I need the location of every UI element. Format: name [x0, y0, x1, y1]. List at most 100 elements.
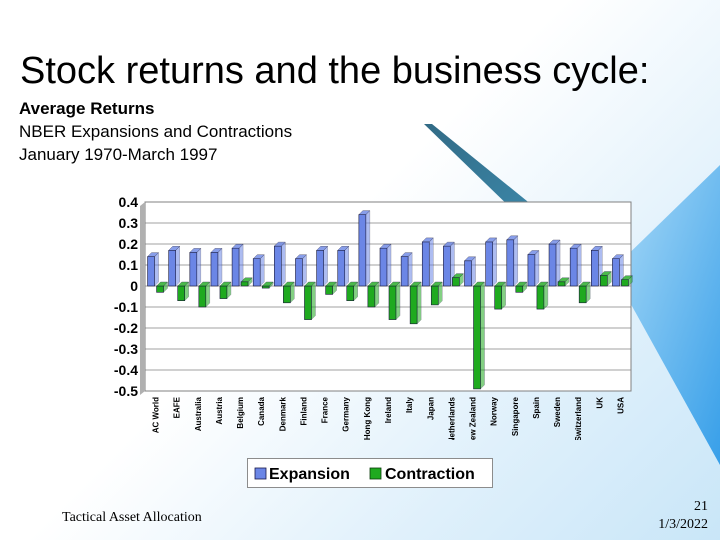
contraction-bar: [367, 285, 376, 308]
expansion-bar-top: [316, 246, 329, 251]
x-tick-label: Hong Kong: [363, 397, 372, 440]
contraction-bar-side: [416, 281, 422, 325]
contraction-bar: [346, 285, 355, 301]
contraction-bar-top: [261, 281, 274, 287]
chart-legend: Expansion Contraction: [247, 458, 493, 488]
contraction-bar: [283, 285, 291, 304]
expansion-bar-top: [527, 250, 540, 255]
slide-date: 1/3/2022: [658, 517, 708, 532]
expansion-bar-top: [485, 237, 498, 243]
subtitle-line-3: January 1970-March 1997: [19, 145, 218, 164]
x-tick-label: Sweden: [553, 397, 562, 427]
contraction-bar-top: [409, 281, 422, 287]
contraction-bar-top: [198, 281, 211, 287]
legend-label-expansion: Expansion: [269, 466, 350, 483]
x-tick-label: Denmark: [278, 396, 287, 431]
legend-swatch-contraction: [369, 467, 382, 480]
expansion-bar-top: [548, 239, 561, 245]
expansion-bar-side: [323, 245, 328, 287]
expansion-bar: [168, 249, 176, 287]
contraction-bar: [494, 285, 502, 310]
contraction-bar: [409, 285, 418, 325]
expansion-bar-top: [252, 254, 265, 259]
contraction-bar-side: [205, 281, 211, 308]
contraction-bar: [388, 285, 397, 320]
x-tick-label: Ireland: [384, 397, 393, 423]
expansion-bar: [485, 241, 493, 287]
contraction-bar: [240, 281, 249, 287]
page-number: 21: [694, 499, 708, 514]
expansion-bar-top: [442, 241, 455, 247]
slide-title: Stock returns and the business cycle:: [20, 50, 650, 92]
x-tick-label: UK: [595, 397, 604, 409]
contraction-bar-top: [430, 281, 443, 287]
legend-label-contraction: Contraction: [385, 466, 475, 483]
subtitle-line-2: NBER Expansions and Contractions: [19, 122, 293, 141]
contraction-bar-side: [501, 281, 506, 310]
y-tick-label: -0.2: [114, 320, 138, 336]
x-tick-label: Netherlands: [447, 396, 456, 440]
expansion-bar-side: [471, 256, 476, 287]
expansion-bar: [358, 214, 367, 287]
expansion-bar-top: [231, 244, 244, 249]
expansion-bar-side: [429, 237, 434, 287]
expansion-bar-top: [464, 256, 477, 262]
contraction-bar-top: [473, 281, 486, 287]
expansion-bar-side: [302, 254, 307, 287]
contraction-bar-top: [219, 281, 232, 287]
expansion-bar: [295, 258, 303, 287]
expansion-bar-top: [273, 241, 286, 247]
expansion-bar: [252, 258, 261, 287]
y-tick-label: 0: [130, 278, 138, 294]
x-tick-label: AC World: [152, 397, 161, 433]
x-tick-label: Austria: [215, 396, 224, 424]
contraction-bar: [198, 285, 207, 308]
x-tick-label: Switzerland: [574, 397, 583, 440]
expansion-bar-top: [590, 246, 603, 251]
expansion-bar: [591, 249, 599, 287]
expansion-bar-top: [147, 252, 160, 257]
contraction-bar-side: [395, 281, 401, 321]
expansion-bar: [443, 245, 451, 287]
contraction-bar: [557, 281, 566, 287]
expansion-bar: [337, 249, 346, 287]
y-tick-label: 0.1: [119, 257, 139, 273]
contraction-bar-top: [599, 271, 612, 276]
slide-number-and-date: 21 1/3/2022: [658, 498, 708, 534]
expansion-bar-top: [294, 254, 307, 259]
expansion-bar-top: [210, 248, 223, 253]
contraction-bar-top: [303, 281, 316, 287]
contraction-bar: [430, 285, 439, 306]
legend-swatch-expansion: [254, 467, 267, 480]
expansion-bar-side: [238, 243, 244, 287]
expansion-bar-side: [175, 245, 180, 287]
contraction-bar: [156, 285, 164, 293]
expansion-bar-top: [506, 235, 519, 240]
expansion-bar-side: [260, 254, 265, 287]
contraction-bar-side: [374, 281, 380, 308]
contraction-bar: [219, 285, 228, 299]
expansion-bar: [421, 241, 430, 287]
contraction-bar-top: [557, 277, 570, 283]
contraction-bar-top: [156, 281, 169, 287]
x-tick-label: Singapore: [511, 396, 520, 436]
contraction-bar-top: [388, 281, 401, 287]
contraction-bar: [473, 285, 481, 390]
expansion-bar-top: [337, 246, 350, 251]
contraction-bar-top: [494, 281, 507, 287]
expansion-bar-side: [154, 252, 159, 287]
x-tick-label: EAFE: [173, 396, 182, 418]
expansion-bar-side: [534, 250, 540, 287]
slide-subtitle: Average Returns NBER Expansions and Cont…: [19, 97, 292, 166]
expansion-bar-top: [400, 252, 413, 257]
y-tick-label: -0.1: [114, 299, 138, 315]
expansion-bar-top: [379, 244, 392, 249]
contraction-bar-top: [346, 281, 359, 287]
expansion-bar: [210, 252, 219, 287]
y-tick-label: -0.5: [114, 383, 138, 399]
expansion-bar-side: [386, 243, 392, 287]
contraction-bar-top: [578, 281, 591, 287]
expansion-bar: [147, 256, 155, 287]
expansion-bar: [464, 260, 472, 287]
expansion-bar: [274, 245, 282, 287]
